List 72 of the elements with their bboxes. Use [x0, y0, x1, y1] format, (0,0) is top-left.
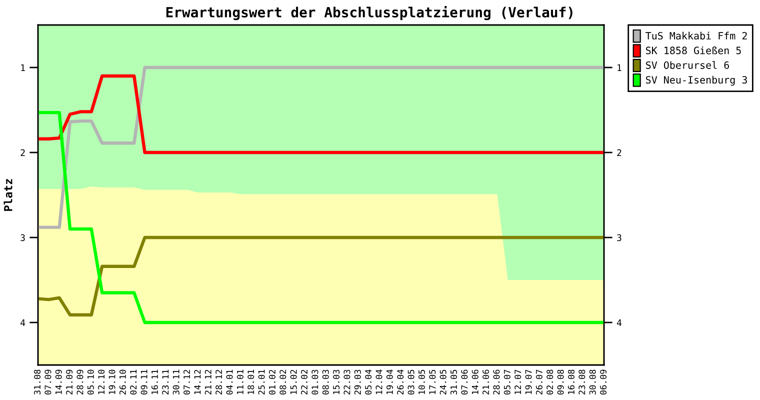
x-tick-label: 30.11: [172, 370, 180, 395]
y-axis-title: Platz: [4, 179, 12, 211]
x-tick-label: 28.12: [216, 370, 222, 394]
line-series: [38, 110, 604, 324]
x-tick-label: 12.07: [514, 370, 522, 394]
chart-title: Erwartungswert der Abschlussplatzierung (Verlauf): [166, 6, 572, 20]
x-tick-label: 02.08: [546, 370, 554, 395]
x-tick-label: 23.08: [578, 370, 586, 394]
x-tick-label: 14.06: [472, 370, 478, 394]
x-tick-label: 21.09: [66, 370, 73, 394]
x-tick-label: 18.01: [248, 370, 254, 394]
x-tick-label: 24.05: [440, 370, 446, 394]
x-tick-label: 16.08: [568, 370, 574, 394]
y-tick-label: 1: [21, 64, 25, 71]
x-tick-label: 19.04: [386, 370, 393, 394]
x-tick-label: 26.10: [119, 370, 126, 394]
x-tick-label: 02.11: [130, 370, 137, 395]
x-tick-label: 21.12: [204, 370, 212, 394]
x-tick-label: 09.08: [557, 370, 564, 395]
x-tick-label: 10.05: [418, 370, 425, 394]
x-tick-label: 11.01: [236, 370, 244, 394]
x-tick-label: 05.07: [504, 370, 510, 395]
x-tick-label: 26.07: [536, 370, 542, 394]
x-tick-label: 21.06: [482, 370, 490, 394]
x-tick-label: 16.11: [151, 370, 158, 394]
x-tick-label: 14.09: [55, 370, 62, 394]
x-tick-label: 12.04: [376, 370, 382, 394]
x-tick-label: 25.01: [258, 370, 265, 394]
x-tick-label: 14.12: [194, 370, 201, 394]
legend-label: SV Oberursel 6: [646, 61, 729, 69]
legend-label: TuS Makkabi Ffm 2: [646, 32, 747, 40]
x-tick-label: 07.12: [184, 370, 190, 395]
x-tick-label: 05.04: [365, 370, 372, 395]
x-tick-label: 04.01: [226, 370, 233, 395]
legend-label: SK 1858 Gießen 5: [646, 46, 741, 54]
x-tick-label: 29.03: [354, 370, 361, 394]
x-tick-label: 22.03: [344, 370, 350, 394]
y2-tick-label: 2: [617, 149, 622, 156]
y-tick-label: 2: [20, 149, 25, 156]
x-tick-label: 19.10: [108, 370, 116, 394]
line-series: [38, 74, 604, 154]
x-tick-label: 22.02: [300, 370, 308, 394]
y2-tick-label: 4: [616, 319, 622, 326]
x-tick-label: 19.07: [525, 370, 532, 394]
x-tick-label: 15.03: [333, 370, 340, 394]
legend-label: SV Neu-Isenburg 3: [646, 76, 747, 86]
x-tick-label: 08.02: [280, 370, 286, 395]
x-tick-label: 07.06: [461, 370, 468, 395]
y-tick-label: 3: [20, 234, 25, 242]
y2-tick-label: 3: [617, 234, 622, 242]
x-tick-label: 01.03: [312, 370, 318, 395]
x-tick-label: 07.09: [44, 370, 52, 395]
x-tick-label: 08.03: [322, 370, 329, 395]
x-tick-label: 28.09: [76, 370, 84, 394]
x-tick-label: 05.10: [87, 370, 94, 395]
x-tick-label: 15.02: [290, 370, 297, 394]
x-tick-label: 01.02: [268, 370, 276, 395]
line-series: [38, 66, 604, 229]
y-tick-label: 4: [20, 319, 26, 326]
x-tick-label: 31.05: [450, 370, 458, 395]
x-tick-label: 31.08: [34, 370, 41, 395]
x-tick-label: 09.11: [140, 370, 148, 395]
x-tick-label: 26.04: [397, 370, 404, 394]
x-tick-label: 23.11: [162, 370, 169, 394]
y2-tick-label: 1: [618, 64, 622, 71]
x-tick-label: 17.05: [429, 370, 436, 394]
x-tick-label: 03.05: [408, 370, 414, 395]
line-series: [38, 236, 604, 316]
x-tick-label: 12.10: [98, 370, 105, 394]
x-tick-label: 06.09: [600, 370, 607, 395]
x-tick-label: 28.06: [493, 370, 500, 394]
x-tick-label: 30.08: [589, 370, 596, 395]
